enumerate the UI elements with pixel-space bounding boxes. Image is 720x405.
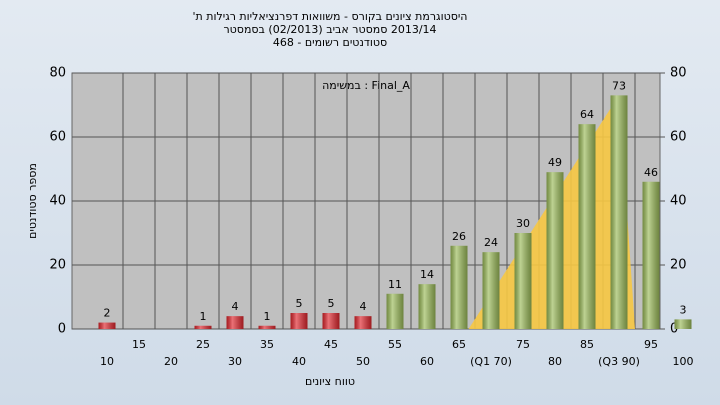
x-tick-label: (Q3 90): [598, 355, 640, 368]
bar-shine: [194, 325, 212, 329]
y2-tick-label: 60: [670, 130, 687, 145]
data-label: 64: [580, 108, 594, 121]
y-tick-label: 40: [49, 194, 66, 209]
bar-shine: [98, 322, 116, 329]
data-label: 1: [200, 310, 207, 323]
x-tick-label: 80: [548, 355, 562, 368]
subtitle: סטודנטים רשומים - 468: [273, 36, 387, 49]
bar-shine: [514, 233, 532, 329]
data-label: 5: [328, 297, 335, 310]
x-tick-label: 60: [420, 355, 434, 368]
data-label: 1: [264, 310, 271, 323]
x-tick-label: 55: [388, 338, 402, 351]
x-tick-label: 65: [452, 338, 466, 351]
data-label: 26: [452, 230, 466, 243]
y2-tick-label: 40: [670, 194, 687, 209]
x-axis-label: טווח ציונים: [305, 375, 355, 388]
x-tick-label: 15: [132, 338, 146, 351]
bar-shine: [418, 284, 436, 329]
bar-shine: [354, 316, 372, 329]
data-label: 46: [644, 166, 658, 179]
data-label: 4: [232, 300, 239, 313]
x-tick-label: 35: [260, 338, 274, 351]
x-tick-label: 95: [644, 338, 658, 351]
data-label: 2: [104, 307, 111, 320]
bar-shine: [642, 181, 660, 329]
x-tick-label: 30: [228, 355, 242, 368]
bar-shine: [450, 245, 468, 329]
bar-shine: [386, 293, 404, 329]
bar-shine: [290, 313, 308, 329]
x-tick-label: 50: [356, 355, 370, 368]
bar-shine: [610, 95, 628, 330]
annotation: Final_A : במשימה: [322, 79, 410, 92]
y-tick-label: 80: [49, 66, 66, 81]
y-axis-label: מספר סטודנטים: [26, 163, 39, 239]
bar-shine: [546, 172, 564, 329]
x-tick-label: 20: [164, 355, 178, 368]
y2-tick-label: 20: [670, 258, 687, 273]
data-label: 73: [612, 79, 626, 92]
data-label: 5: [296, 297, 303, 310]
bar-shine: [578, 124, 596, 329]
bar-shine: [482, 252, 500, 329]
data-label: 4: [360, 300, 367, 313]
x-tick-label: 40: [292, 355, 306, 368]
bar-shine: [226, 316, 244, 329]
bar-shine: [322, 313, 340, 329]
y-tick-label: 60: [49, 130, 66, 145]
bar-shine: [674, 319, 692, 329]
data-label: 3: [680, 303, 687, 316]
y-tick-label: 20: [49, 258, 66, 273]
y2-tick-label: 0: [670, 322, 678, 337]
chart-title: היסטוגרמת ציונים בקורס - משוואות דפרנציא…: [193, 10, 468, 23]
x-tick-label: 100: [673, 355, 694, 368]
x-tick-label: 85: [580, 338, 594, 351]
data-label: 30: [516, 217, 530, 230]
data-label: 24: [484, 236, 498, 249]
x-tick-label: 25: [196, 338, 210, 351]
bar-shine: [258, 325, 276, 329]
x-tick-label: 75: [516, 338, 530, 351]
data-label: 11: [388, 278, 402, 291]
subtitle: 2013/14 סמסטר אביב (02/2013) בסמסטר: [223, 23, 436, 36]
data-label: 14: [420, 268, 434, 281]
x-tick-label: 45: [324, 338, 338, 351]
y-tick-label: 0: [58, 322, 66, 337]
x-tick-label: (Q1 70): [470, 355, 512, 368]
y2-tick-label: 80: [670, 66, 687, 81]
x-tick-label: 10: [100, 355, 114, 368]
data-label: 49: [548, 156, 562, 169]
